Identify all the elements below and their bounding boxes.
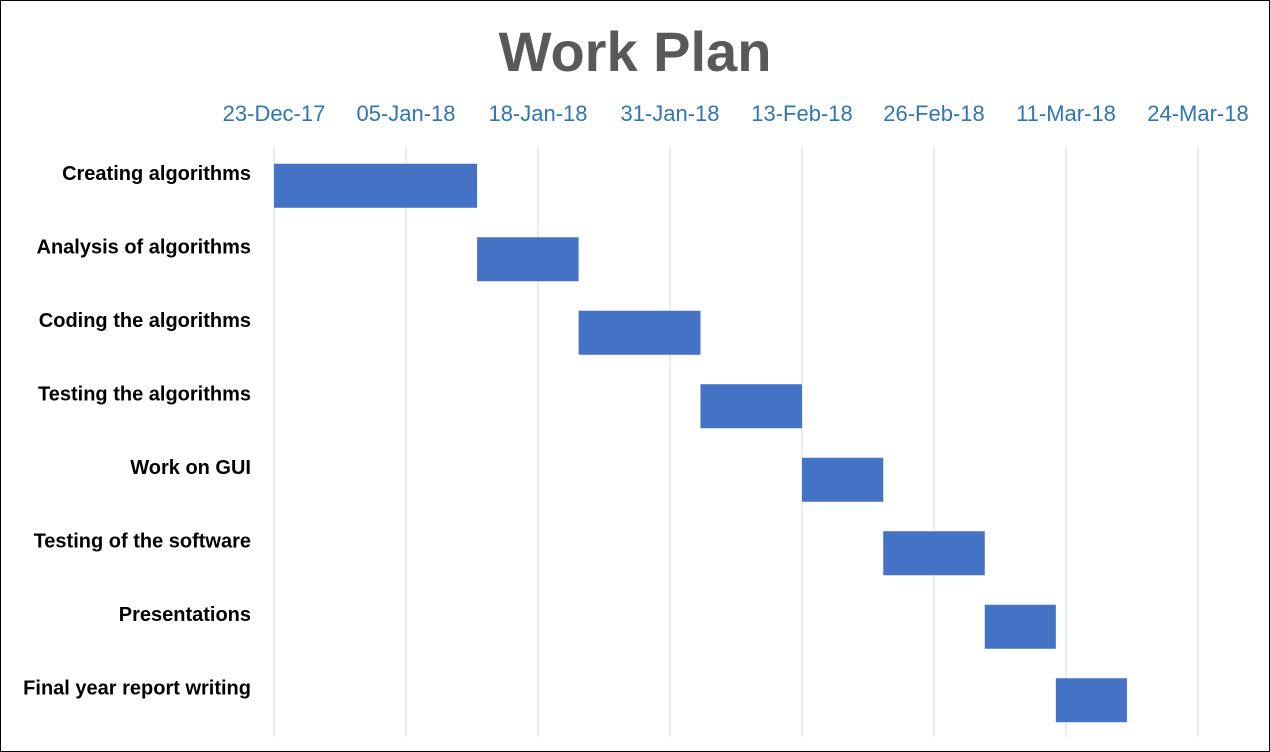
task-label: Presentations [119,604,251,626]
task-bar [274,163,478,208]
task-bar [984,604,1056,649]
task-label: Creating algorithms [62,163,251,185]
x-tick-label: 13-Feb-18 [751,101,853,126]
task-bar [578,310,701,355]
task-label: Testing of the software [34,530,251,552]
chart-title: Work Plan [499,20,772,83]
task-label: Work on GUI [130,457,251,479]
x-tick-label: 05-Jan-18 [356,101,455,126]
task-bar [883,531,985,576]
task-label: Coding the algorithms [39,310,251,332]
task-label: Analysis of algorithms [37,236,252,258]
gridlines [273,147,1199,737]
x-tick-label: 26-Feb-18 [883,101,985,126]
task-label: Testing the algorithms [38,383,251,405]
task-bar [700,384,802,429]
task-bar [477,237,579,282]
x-axis-ticks: 23-Dec-17 05-Jan-18 18-Jan-18 31-Jan-18 13-F… [223,101,1249,126]
x-tick-label: 11-Mar-18 [1016,101,1116,126]
task-label: Final year report writing [23,677,251,699]
task-bar [1055,678,1127,723]
x-tick-label: 31-Jan-18 [620,101,719,126]
task-bars [274,163,1127,723]
x-tick-label: 23-Dec-17 [223,101,326,126]
x-tick-label: 24-Mar-18 [1147,101,1248,126]
category-labels: Creating algorithms Analysis of algorithm… [23,163,251,700]
task-bar [802,457,884,502]
x-tick-label: 18-Jan-18 [488,101,587,126]
